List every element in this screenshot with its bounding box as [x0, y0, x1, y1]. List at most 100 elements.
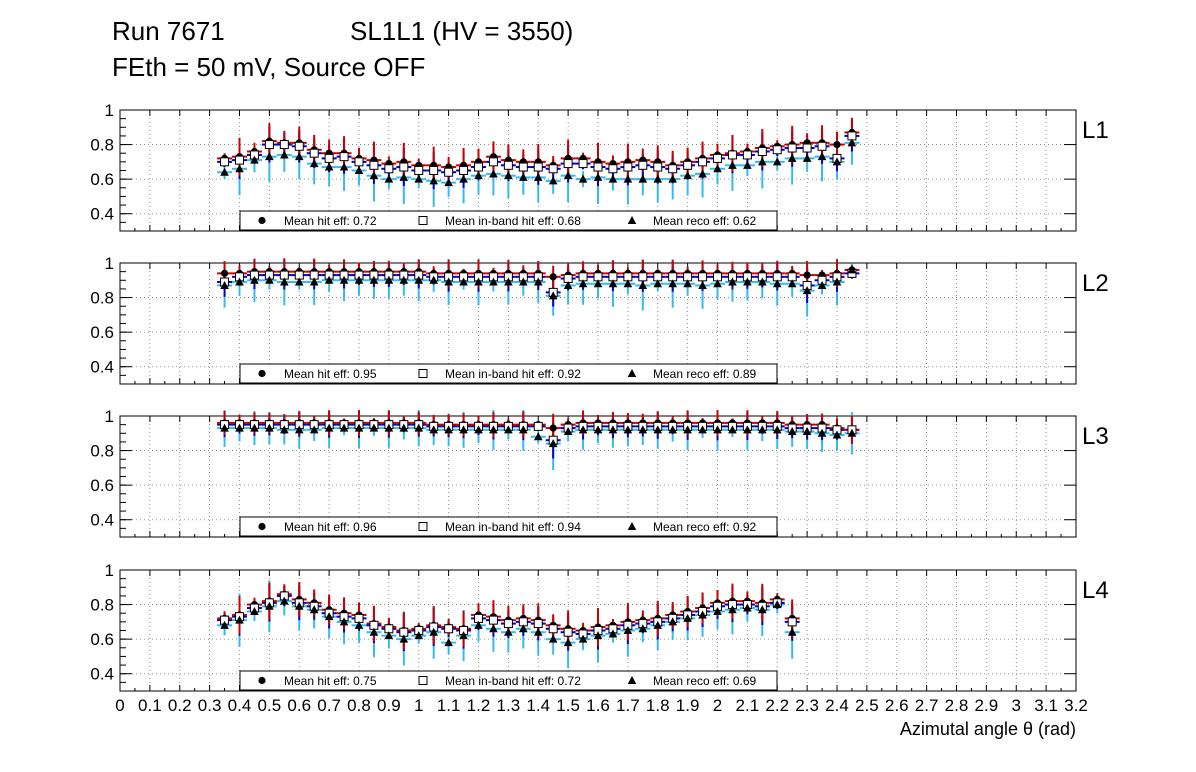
- reco-point: [668, 174, 677, 183]
- inband-point: [638, 160, 648, 170]
- inband-point: [698, 157, 708, 167]
- hit-point: [549, 424, 557, 432]
- reco-point: [324, 162, 334, 171]
- inband-point: [713, 153, 722, 163]
- reco-point: [668, 425, 677, 434]
- panel-l1: 0.4 0.6 0.8 1 L1 Mean hit eff: 0.72 Mean in-ba…: [90, 101, 1109, 232]
- y-tick-label: 0.8: [90, 289, 114, 308]
- reco-point: [728, 605, 737, 614]
- x-tick-label: 0.4: [228, 696, 252, 715]
- x-tick-label: 2.2: [765, 696, 789, 715]
- reco-point: [563, 171, 573, 180]
- legend-reco-text: Mean reco eff: 0.69: [653, 674, 757, 688]
- reco-point: [563, 427, 573, 436]
- inband-point: [369, 160, 379, 170]
- reco-point: [787, 279, 797, 288]
- reco-point: [758, 425, 767, 434]
- reco-point: [429, 425, 438, 434]
- inband-point: [578, 159, 588, 169]
- reco-point: [743, 277, 752, 286]
- legend-inband-text: Mean in-band hit eff: 0.94: [445, 520, 581, 534]
- legend-reco-marker: [627, 676, 637, 684]
- x-tick-label: 1.9: [676, 696, 700, 715]
- legend-inband-text: Mean in-band hit eff: 0.92: [445, 367, 581, 381]
- reco-point: [369, 423, 379, 432]
- reco-point: [384, 275, 394, 284]
- reco-point: [578, 174, 588, 183]
- reco-point: [608, 174, 618, 183]
- inband-point: [503, 619, 513, 629]
- reco-point: [653, 620, 663, 629]
- y-tick-label: 0.8: [90, 442, 114, 461]
- legend-inband-marker: [418, 216, 428, 225]
- inband-point: [757, 146, 767, 156]
- reco-point: [623, 279, 633, 288]
- inband-point: [309, 148, 319, 158]
- y-tick-label: 0.8: [90, 596, 114, 615]
- reco-point: [324, 275, 334, 284]
- reco-point: [802, 427, 812, 436]
- x-tick-label: 0.2: [168, 696, 192, 715]
- reco-point: [519, 425, 528, 434]
- reco-point: [399, 634, 409, 643]
- legend-inband-text: Mean in-band hit eff: 0.68: [445, 214, 581, 228]
- reco-point: [653, 279, 663, 288]
- reco-point: [429, 275, 438, 284]
- reco-point: [817, 428, 827, 437]
- reco-point: [668, 279, 677, 288]
- reco-point: [832, 430, 842, 439]
- inband-point: [817, 141, 827, 151]
- reco-point: [653, 425, 663, 434]
- reco-point: [294, 601, 304, 610]
- reco-point: [593, 425, 603, 434]
- reco-point: [309, 277, 319, 286]
- reco-point: [787, 153, 797, 162]
- panel-label: L3: [1082, 423, 1109, 450]
- x-tick-label: 0.3: [198, 696, 222, 715]
- reco-point: [683, 171, 692, 180]
- reco-point: [444, 425, 453, 434]
- reco-point: [280, 596, 289, 605]
- reco-point: [235, 615, 244, 624]
- inband-point: [548, 164, 558, 174]
- inband-point: [399, 162, 409, 172]
- inband-point: [563, 627, 573, 637]
- y-tick-label: 1: [105, 561, 114, 580]
- reco-point: [280, 277, 289, 286]
- reco-point: [265, 152, 274, 161]
- x-tick-label: 0.9: [377, 696, 401, 715]
- x-tick-label: 2.8: [945, 696, 969, 715]
- reco-point: [339, 617, 349, 626]
- inband-point: [653, 162, 663, 172]
- inband-point: [623, 162, 633, 172]
- y-tick-label: 0.4: [90, 511, 114, 530]
- reco-point: [743, 160, 752, 169]
- reco-point: [817, 280, 827, 289]
- legend-hit-text: Mean hit eff: 0.75: [284, 674, 377, 688]
- inband-point: [548, 624, 558, 634]
- x-tick-label: 2.1: [736, 696, 760, 715]
- y-tick-label: 0.6: [90, 323, 114, 342]
- reco-point: [369, 627, 379, 636]
- reco-point: [698, 425, 707, 434]
- reco-point: [220, 167, 229, 176]
- legend-hit-marker: [258, 522, 266, 531]
- inband-point: [220, 157, 230, 167]
- reco-point: [519, 172, 528, 181]
- inband-point: [563, 159, 573, 169]
- inband-point: [787, 617, 797, 627]
- reco-point: [504, 627, 513, 636]
- x-tick-label: 1.2: [467, 696, 491, 715]
- reco-point: [623, 174, 633, 183]
- reco-point: [772, 600, 782, 609]
- reco-point: [802, 153, 812, 162]
- reco-point: [802, 286, 812, 295]
- reco-point: [563, 638, 573, 647]
- reco-point: [608, 279, 618, 288]
- reco-point: [758, 157, 767, 166]
- inband-point: [787, 143, 797, 153]
- inband-point: [354, 157, 364, 167]
- inband-point: [727, 150, 737, 160]
- inband-point: [474, 162, 483, 172]
- x-tick-label: 2.5: [855, 696, 879, 715]
